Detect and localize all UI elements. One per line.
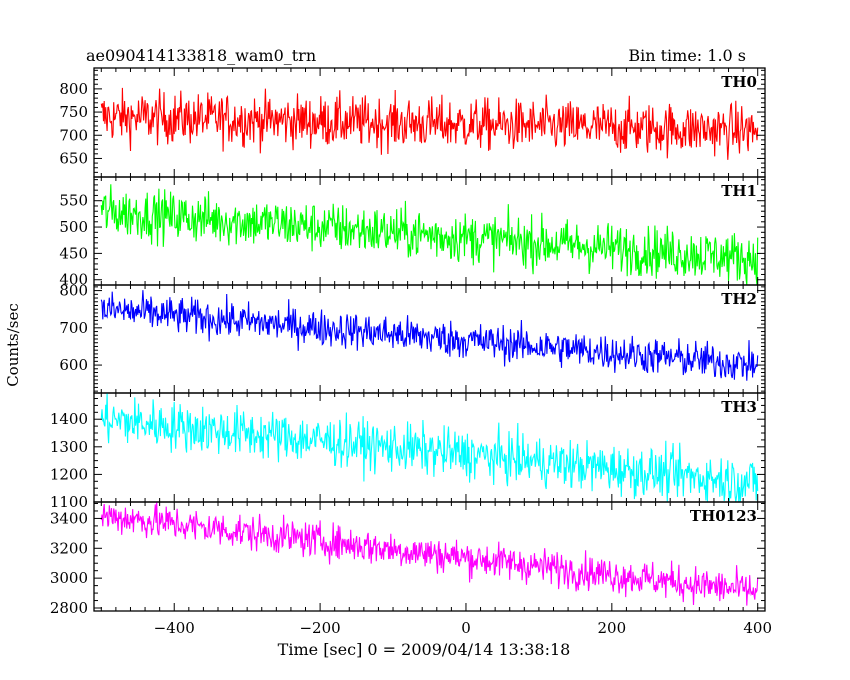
panel-label: TH0123 [690, 507, 757, 525]
y-tick-label: 1100 [50, 493, 88, 511]
bin-time-label: Bin time: 1.0 s [628, 46, 746, 65]
y-tick-label: 800 [59, 282, 88, 300]
y-tick-label: 800 [59, 80, 88, 98]
series-th0123 [100, 502, 759, 606]
y-tick-label: 3000 [50, 569, 88, 587]
y-tick-label: 500 [59, 218, 88, 236]
x-axis-label: Time [sec] 0 = 2009/04/14 13:38:18 [278, 640, 571, 659]
y-tick-label: 3400 [50, 509, 88, 527]
y-tick-label: 1300 [50, 438, 88, 456]
x-tick-label: 400 [743, 619, 772, 637]
y-tick-label: 550 [59, 192, 88, 210]
x-tick-label: 0 [461, 619, 471, 637]
x-tick-label: −200 [299, 619, 340, 637]
y-tick-label: 700 [59, 126, 88, 144]
y-tick-label: 700 [59, 319, 88, 337]
y-tick-label: 650 [59, 149, 88, 167]
panel-label: TH1 [721, 182, 757, 200]
panel-th3: 1100 1200 1300 1400 TH3 [50, 392, 766, 511]
panel-th2: 600 700 800 TH2 [59, 282, 766, 394]
series-th0 [100, 87, 759, 160]
y-tick-label: 400 [59, 271, 88, 289]
panel-th1: 400 450 500 550 TH1 [59, 176, 766, 289]
panels-group: 650 700 750 800 TH0 400 450 500 550 TH1 600 700 800 T… [50, 67, 772, 637]
y-tick-label: 600 [59, 356, 88, 374]
x-tick-label: −400 [154, 619, 195, 637]
x-tick-label: 200 [598, 619, 627, 637]
y-tick-label: 2800 [50, 599, 88, 617]
series-th3 [100, 393, 759, 502]
y-tick-label: 450 [59, 244, 88, 262]
y-tick-label: 750 [59, 103, 88, 121]
y-tick-label: 1200 [50, 465, 88, 483]
y-tick-label: 1400 [50, 410, 88, 428]
panel-th0123: 2800 3000 3200 3400 TH0123 [50, 501, 766, 617]
panel-label: TH3 [721, 398, 757, 416]
panel-frame [93, 501, 766, 612]
y-axis-label: Counts/sec [4, 303, 22, 387]
y-tick-label: 3200 [50, 539, 88, 557]
panel-label: TH0 [721, 73, 757, 91]
panel-th0: 650 700 750 800 TH0 [59, 67, 766, 178]
series-th2 [100, 290, 759, 381]
panel-label: TH2 [721, 290, 757, 308]
chart-title: ae090414133818_wam0_trn [86, 46, 316, 65]
series-th1 [100, 184, 759, 285]
